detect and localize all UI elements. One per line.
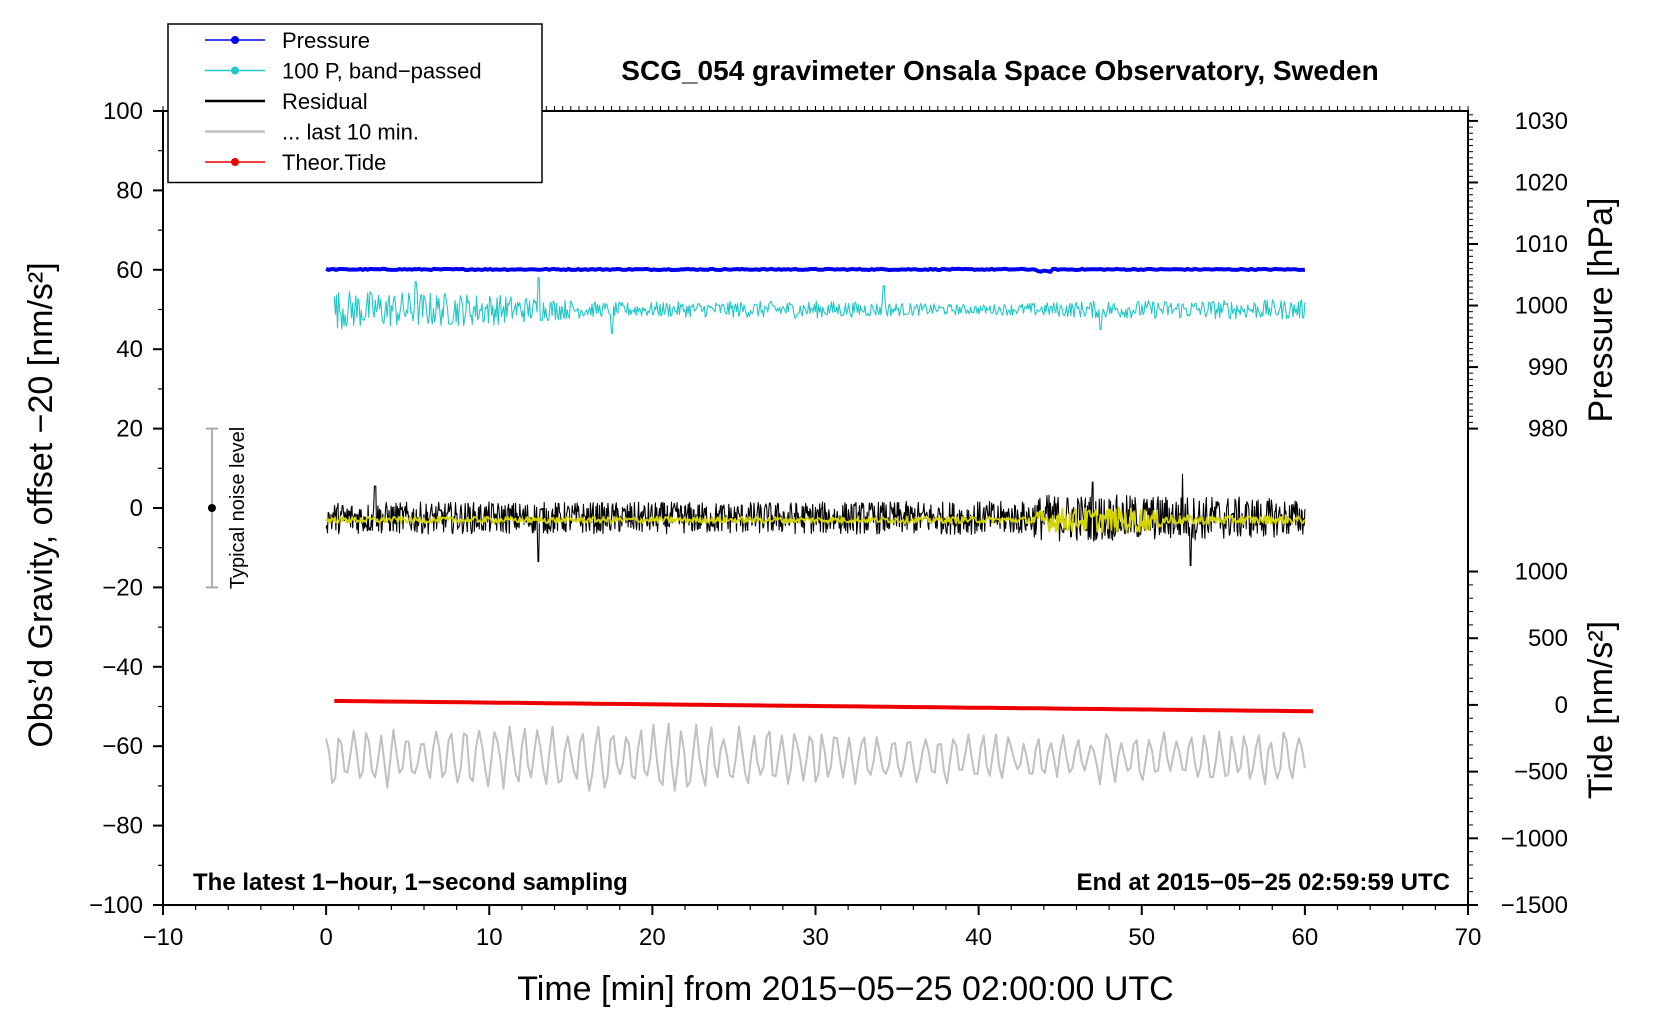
note-bottom-left: The latest 1−hour, 1−second sampling — [193, 869, 628, 896]
pressure-tick-label: 1030 — [1515, 108, 1568, 135]
x-tick-label: 30 — [802, 924, 829, 951]
tide-tick-label: −500 — [1514, 759, 1568, 786]
legend-label-2: Residual — [282, 89, 368, 114]
pressure-tick-label: 1000 — [1515, 293, 1568, 320]
y-tick-label: −60 — [102, 733, 143, 760]
y-tick-label: 40 — [116, 336, 143, 363]
series-line-5 — [325, 722, 1306, 792]
x-tick-label: 40 — [965, 924, 992, 951]
legend-marker-4 — [231, 158, 239, 166]
x-axis-title: Time [min] from 2015−05−25 02:00:00 UTC — [517, 970, 1173, 1008]
text-layer: Pressure [hPa] Tide [nm/s²] Time [min] fro… — [22, 55, 1620, 1008]
series-line-4 — [334, 698, 1314, 714]
tide-tick-label: 1000 — [1515, 559, 1568, 586]
legend-label-4: Theor.Tide — [282, 150, 386, 175]
x-tick-label: −10 — [143, 924, 184, 951]
tide-axis-title: Tide [nm/s²] — [1582, 621, 1620, 799]
series-line-0 — [325, 266, 1306, 274]
y-tick-label: 80 — [116, 177, 143, 204]
tide-tick-label: −1000 — [1501, 825, 1568, 852]
legend: Pressure 100 P, band−passed Residual ... la… — [167, 23, 543, 184]
axes-layer: −10 0 10 20 30 40 50 60 70−100−80−60−40−20020406… — [89, 98, 1568, 951]
y-tick-label: 100 — [103, 98, 143, 125]
y-tick-label: −80 — [102, 813, 143, 840]
y-tick-label: 60 — [116, 257, 143, 284]
y-tick-label: −40 — [102, 654, 143, 681]
legend-label-1: 100 P, band−passed — [282, 59, 482, 84]
series-line-3 — [325, 506, 1306, 533]
y-tick-label: −100 — [89, 892, 143, 919]
pressure-tick-label: 1010 — [1515, 231, 1568, 258]
tide-tick-label: 0 — [1555, 692, 1568, 719]
legend-marker-0 — [231, 36, 239, 44]
y-tick-label: 20 — [116, 416, 143, 443]
legend-label-3: ... last 10 min. — [282, 120, 419, 145]
x-tick-label: 50 — [1128, 924, 1155, 951]
legend-box — [167, 23, 543, 184]
y-tick-label: 0 — [130, 495, 143, 522]
chart-title: SCG_054 gravimeter Onsala Space Observat… — [621, 55, 1378, 86]
legend-marker-1 — [231, 66, 239, 75]
noise-bar-center-dot — [207, 504, 216, 512]
tide-tick-label: −1500 — [1501, 892, 1568, 919]
pressure-tick-label: 990 — [1528, 354, 1568, 381]
pressure-axis-title: Pressure [hPa] — [1582, 198, 1620, 423]
x-tick-label: 60 — [1292, 924, 1319, 951]
x-tick-label: 70 — [1455, 924, 1482, 951]
x-tick-label: 20 — [639, 924, 666, 951]
pressure-tick-label: 980 — [1528, 416, 1568, 443]
legend-label-0: Pressure — [282, 28, 370, 53]
x-tick-label: 10 — [476, 924, 503, 951]
y-tick-label: −20 — [102, 574, 143, 601]
series-line-1 — [333, 277, 1306, 334]
series-layer — [325, 266, 1314, 792]
x-tick-label: 0 — [319, 924, 332, 951]
tide-tick-label: 500 — [1528, 625, 1568, 652]
y-axis-title: Obs’d Gravity, offset −20 [nm/s²] — [22, 262, 60, 747]
pressure-tick-label: 1020 — [1515, 169, 1568, 196]
noise-bar-label: Typical noise level — [227, 427, 249, 589]
note-bottom-right: End at 2015−05−25 02:59:59 UTC — [1076, 869, 1450, 896]
